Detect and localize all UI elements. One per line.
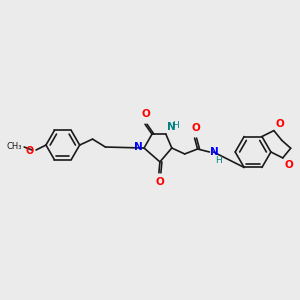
Text: O: O: [191, 123, 200, 133]
Text: O: O: [155, 177, 164, 187]
Text: N: N: [134, 142, 143, 152]
Text: O: O: [26, 146, 34, 156]
Text: N: N: [210, 147, 219, 157]
Text: O: O: [285, 160, 293, 170]
Text: O: O: [276, 118, 285, 129]
Text: H: H: [215, 156, 222, 165]
Text: CH₃: CH₃: [7, 142, 22, 151]
Text: N: N: [167, 122, 176, 132]
Text: H: H: [172, 121, 178, 130]
Text: O: O: [142, 109, 150, 119]
